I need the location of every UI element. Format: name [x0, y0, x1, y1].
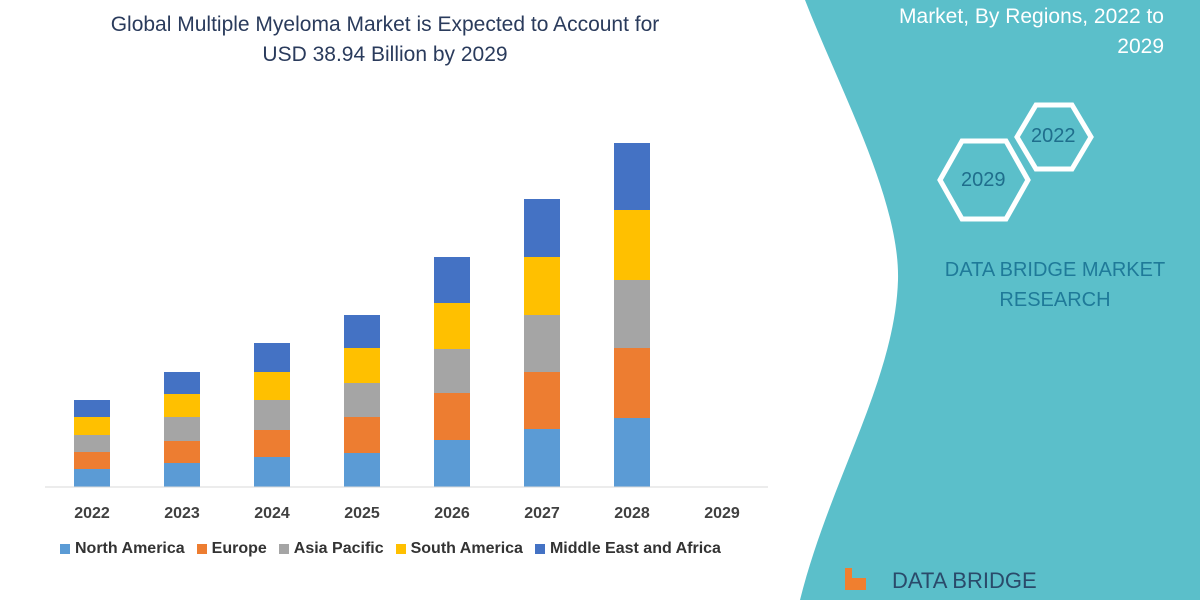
bar-2025-middle-east-and-africa	[344, 315, 380, 348]
bar-2023-north-america	[164, 463, 200, 487]
legend-item: Europe	[196, 540, 267, 558]
bar-2028-north-america	[614, 418, 650, 487]
x-tick-2022: 2022	[74, 505, 110, 522]
x-tick-2028: 2028	[614, 505, 650, 522]
logo-text: DATA BRIDGE	[892, 568, 1037, 593]
bar-2027-europe	[524, 372, 560, 429]
bar-2022-europe	[74, 452, 110, 469]
hexagon-2029	[937, 138, 1031, 222]
legend-label: Asia Pacific	[293, 540, 384, 557]
chart-area: 2022 2023 2024 2025 2026 2027 2028 2029	[45, 143, 768, 522]
bar-2025-north-america	[344, 453, 380, 487]
bar-2025-europe	[344, 417, 380, 453]
bar-2023-middle-east-and-africa	[164, 372, 200, 394]
side-title-line-1: Market, By Regions, 2022 to	[899, 5, 1164, 28]
logo-icon	[845, 568, 866, 590]
legend-label: North America	[75, 540, 185, 557]
side-title-line-2: 2029	[1117, 35, 1164, 58]
brand-text: DATA BRIDGE MARKET RESEARCH	[920, 255, 1190, 315]
hex-label-2029: 2029	[961, 169, 1006, 191]
legend: North America Europe Asia Pacific South Ame…	[60, 540, 721, 558]
bar-2022-asia-pacific	[74, 435, 110, 452]
bar-2028-europe	[614, 348, 650, 418]
bar-2026-europe	[434, 393, 470, 440]
bar-2026-north-america	[434, 440, 470, 487]
bar-2022-middle-east-and-africa	[74, 400, 110, 417]
legend-swatch	[278, 544, 289, 554]
hexagon-2022	[1014, 102, 1094, 172]
bar-2027-middle-east-and-africa	[524, 199, 560, 257]
bar-2024-asia-pacific	[254, 400, 290, 430]
chart-title: Global Multiple Myeloma Market is Expect…	[40, 10, 730, 70]
legend-swatch	[534, 544, 545, 554]
title-line-1: Global Multiple Myeloma Market is Expect…	[110, 13, 660, 36]
legend-swatch	[196, 544, 207, 554]
bar-2024-south-america	[254, 372, 290, 400]
x-tick-2025: 2025	[344, 505, 380, 522]
side-title: Market, By Regions, 2022 to 2029	[834, 2, 1164, 62]
bar-2025-asia-pacific	[344, 383, 380, 417]
bar-2023-south-america	[164, 394, 200, 417]
bar-2023-europe	[164, 441, 200, 463]
bar-2025-south-america	[344, 348, 380, 383]
brand-line-1: DATA BRIDGE MARKET	[944, 259, 1166, 281]
legend-label: South America	[410, 540, 523, 557]
teal-panel	[800, 0, 1200, 600]
x-tick-2029: 2029	[704, 505, 740, 522]
legend-label: Europe	[211, 540, 267, 557]
legend-item: South America	[395, 540, 523, 558]
bar-2027-asia-pacific	[524, 315, 560, 372]
bar-2028-south-america	[614, 210, 650, 280]
bar-2022-north-america	[74, 469, 110, 487]
bar-2028-asia-pacific	[614, 280, 650, 348]
legend-swatch	[60, 544, 70, 554]
hex-label-2022: 2022	[1031, 125, 1076, 147]
bar-2027-north-america	[524, 429, 560, 487]
title-line-2: USD 38.94 Billion by 2029	[262, 43, 508, 66]
bar-2023-asia-pacific	[164, 417, 200, 441]
x-tick-2023: 2023	[164, 505, 200, 522]
bar-2024-europe	[254, 430, 290, 457]
brand-line-2: RESEARCH	[999, 289, 1111, 311]
x-tick-2027: 2027	[524, 505, 560, 522]
legend-swatch	[395, 544, 406, 554]
bar-2026-asia-pacific	[434, 349, 470, 393]
x-tick-2024: 2024	[254, 505, 290, 522]
legend-item: North America	[60, 540, 185, 558]
bar-2026-middle-east-and-africa	[434, 257, 470, 303]
legend-item: Asia Pacific	[278, 540, 384, 558]
bar-2028-middle-east-and-africa	[614, 143, 650, 210]
bar-2027-south-america	[524, 257, 560, 315]
bar-2022-south-america	[74, 417, 110, 435]
legend-label: Middle East and Africa	[549, 540, 721, 557]
bar-2026-south-america	[434, 303, 470, 349]
bar-2024-north-america	[254, 457, 290, 487]
legend-item: Middle East and Africa	[534, 540, 721, 558]
bar-2024-middle-east-and-africa	[254, 343, 290, 372]
x-tick-2026: 2026	[434, 505, 470, 522]
